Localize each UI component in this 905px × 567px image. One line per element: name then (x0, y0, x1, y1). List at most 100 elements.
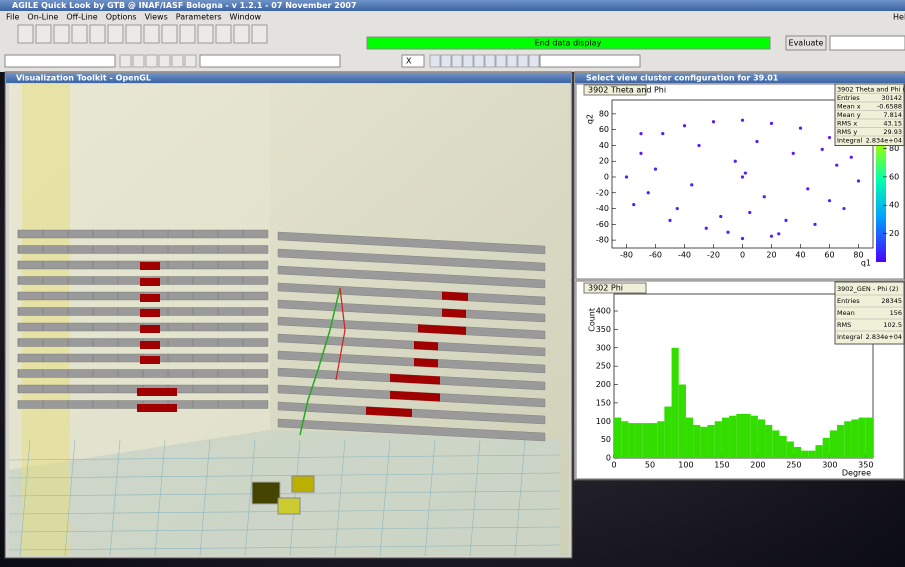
tool-button[interactable] (35, 24, 52, 44)
floor-grid (8, 472, 561, 479)
tool-button[interactable] (107, 24, 124, 44)
histogram-bar (815, 445, 823, 458)
status-bar (366, 36, 771, 50)
menu-item[interactable]: File (6, 13, 19, 22)
histogram-bar (628, 423, 636, 458)
tool-button[interactable] (17, 24, 34, 44)
scatter-point (769, 234, 774, 238)
combo-box[interactable] (199, 54, 341, 68)
menu-item[interactable]: Views (145, 13, 168, 22)
histogram-bar (664, 406, 672, 458)
histogram-bar (757, 419, 766, 458)
tool-button[interactable] (215, 24, 232, 44)
tool-button[interactable] (161, 24, 178, 44)
red-strip (418, 324, 466, 335)
tool-button[interactable] (440, 54, 452, 68)
red-strip (140, 309, 160, 317)
tool-button[interactable] (53, 24, 70, 44)
strip (277, 231, 546, 255)
histogram-bar (765, 424, 773, 458)
tool-button[interactable] (197, 24, 214, 44)
cluster-block (251, 481, 281, 505)
tool-button[interactable] (495, 54, 507, 68)
scatter-point (711, 120, 716, 124)
tool-button[interactable] (71, 24, 88, 44)
x-tick-label: 0 (611, 461, 616, 470)
stats-label: Mean (837, 309, 855, 317)
y-tick-label: 50 (601, 435, 611, 444)
menu-item[interactable]: Options (106, 13, 137, 22)
tool-button[interactable] (528, 54, 540, 68)
stats-label: RMS x (837, 119, 857, 127)
histogram-bar (851, 419, 859, 458)
x-tick-label: 250 (786, 461, 801, 470)
color-tick-label: 80 (889, 144, 899, 153)
combo-box[interactable] (4, 54, 116, 68)
tool-button[interactable] (506, 54, 518, 68)
combo-box[interactable] (539, 54, 641, 68)
x-tick-label: 40 (795, 251, 805, 260)
tool-button[interactable] (484, 54, 496, 68)
x-tick-label: 0 (740, 251, 745, 260)
red-strip (390, 390, 440, 402)
menu-item[interactable]: Window (230, 13, 262, 22)
histogram-bar (700, 426, 708, 458)
title-bar (0, 0, 905, 11)
toolbar (17, 24, 540, 68)
tool-button[interactable] (171, 54, 184, 68)
stats-label: Entries (837, 94, 860, 102)
menu-item[interactable]: Off-Line (66, 13, 97, 22)
tool-button[interactable] (429, 54, 441, 68)
histogram-bar (858, 417, 866, 458)
tool-button[interactable] (143, 24, 160, 44)
evaluate-button[interactable] (785, 35, 827, 51)
tool-button[interactable] (145, 54, 158, 68)
tool-button[interactable] (517, 54, 529, 68)
scatter-point (624, 175, 629, 179)
menu-item[interactable]: Parameters (176, 13, 222, 22)
x-tick-label: 200 (750, 461, 765, 470)
floor-grid (334, 439, 346, 557)
floor-grid (109, 439, 121, 557)
tool-button[interactable] (119, 54, 132, 68)
histogram-bar (621, 421, 629, 458)
scatter-point (690, 183, 694, 187)
tool-button[interactable] (184, 54, 197, 68)
y-tick-label: 40 (599, 141, 609, 150)
floor-grid (244, 439, 256, 557)
scatter-point (740, 175, 745, 179)
evaluate-label: Evaluate (789, 39, 824, 48)
combo-box[interactable] (401, 54, 425, 68)
histogram-bar (678, 384, 686, 458)
menu-help[interactable]: Help (893, 13, 905, 22)
x-tick-label: -60 (649, 251, 662, 260)
tool-button[interactable] (251, 24, 268, 44)
tool-button[interactable] (89, 24, 106, 44)
histogram-bar (844, 421, 852, 458)
scatter-point (704, 226, 708, 230)
histogram-bar (743, 413, 751, 458)
y-tick-label: 0 (606, 454, 611, 463)
combo-label: X (406, 57, 412, 66)
tool-button[interactable] (473, 54, 485, 68)
strip (277, 333, 546, 357)
scatter-point (813, 222, 817, 226)
tool-button[interactable] (179, 24, 196, 44)
tool-button[interactable] (132, 54, 145, 68)
tool-button[interactable] (125, 24, 142, 44)
stats-label: Integral (837, 333, 862, 341)
red-strip (137, 388, 177, 396)
tool-button[interactable] (158, 54, 171, 68)
tool-button[interactable] (233, 24, 250, 44)
tool-button[interactable] (462, 54, 474, 68)
tool-button[interactable] (451, 54, 463, 68)
vtk-title-bar (6, 73, 571, 83)
scatter-point (743, 171, 748, 175)
scatter-point (668, 218, 672, 222)
scatter-point (806, 187, 810, 191)
evaluate-input[interactable] (829, 35, 905, 51)
stats-box (834, 83, 905, 146)
scatter-point (755, 139, 759, 144)
scatter-point (748, 210, 752, 215)
menu-item[interactable]: On-Line (27, 13, 58, 22)
